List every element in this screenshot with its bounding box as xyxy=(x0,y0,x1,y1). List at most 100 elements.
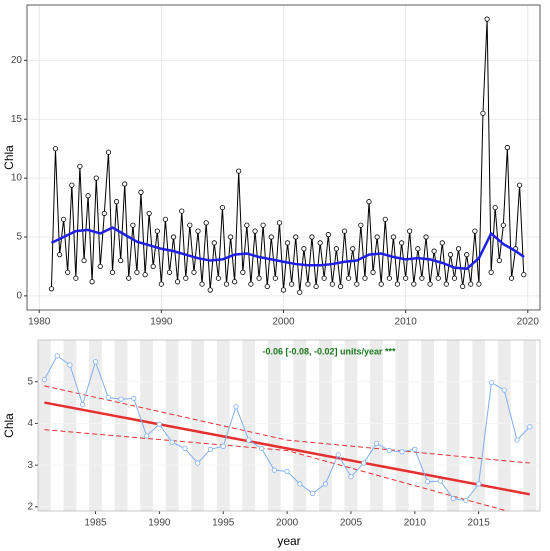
x-tick-label: 2005 xyxy=(340,518,363,529)
stripe xyxy=(89,340,102,511)
data-point xyxy=(366,199,372,205)
data-point xyxy=(54,353,60,359)
stripe xyxy=(370,340,383,511)
data-point xyxy=(228,234,234,240)
data-point xyxy=(223,281,230,287)
data-point xyxy=(258,445,265,452)
x-tick-label: 2000 xyxy=(276,518,299,529)
data-point xyxy=(464,252,470,258)
stripe xyxy=(472,340,486,511)
data-point xyxy=(358,222,364,228)
x-tick-label: 2020 xyxy=(517,317,540,328)
data-point xyxy=(240,269,246,275)
data-point xyxy=(431,248,437,254)
y-tick-label: 5 xyxy=(16,232,22,243)
data-point xyxy=(399,449,405,455)
data-point xyxy=(170,234,177,240)
annotation: -0.06 [-0.08, -0.02] units/year *** xyxy=(262,346,396,356)
y-tick-label: 2 xyxy=(27,501,33,512)
data-point xyxy=(246,437,252,443)
data-point xyxy=(305,281,311,287)
stripe xyxy=(63,340,77,511)
data-point xyxy=(373,440,380,447)
data-point xyxy=(126,275,132,281)
data-point xyxy=(321,275,327,281)
data-point xyxy=(48,286,55,292)
data-point xyxy=(169,439,175,445)
data-point xyxy=(521,272,527,278)
data-point xyxy=(207,446,214,452)
data-point xyxy=(232,279,238,285)
data-point xyxy=(411,281,417,287)
data-point xyxy=(333,246,339,252)
data-point xyxy=(378,281,384,287)
x-tick-label: 2000 xyxy=(272,317,295,328)
data-point xyxy=(156,421,162,427)
plot-border xyxy=(26,4,541,311)
data-point xyxy=(337,283,344,290)
data-point xyxy=(435,275,441,281)
data-point xyxy=(322,481,329,487)
data-point xyxy=(142,272,148,278)
data-point xyxy=(407,228,413,234)
data-point xyxy=(293,234,299,240)
data-point xyxy=(455,246,462,252)
data-point xyxy=(284,468,290,474)
data-point xyxy=(488,269,494,275)
data-point xyxy=(57,252,63,258)
data-point xyxy=(97,263,103,270)
y-tick-label: 4 xyxy=(27,418,33,429)
data-point xyxy=(460,283,466,290)
data-point xyxy=(329,281,335,287)
data-point xyxy=(77,163,83,169)
data-point xyxy=(89,279,95,285)
stripe xyxy=(140,340,153,511)
data-point xyxy=(488,379,495,386)
x-axis-label: year xyxy=(277,534,300,548)
data-point xyxy=(484,16,490,22)
data-point xyxy=(517,182,523,188)
data-point xyxy=(215,275,221,281)
x-tick-label: 1990 xyxy=(148,518,171,529)
data-point xyxy=(271,467,277,473)
data-point xyxy=(52,146,59,152)
data-point xyxy=(386,447,392,454)
data-point xyxy=(175,279,181,285)
data-point xyxy=(131,395,137,401)
data-point xyxy=(335,452,341,458)
data-point xyxy=(289,281,295,287)
data-point xyxy=(297,289,303,295)
data-point xyxy=(61,216,67,222)
data-point xyxy=(260,222,266,228)
data-point xyxy=(150,263,156,270)
series-line xyxy=(50,226,525,271)
plot-border xyxy=(37,339,541,512)
y-tick-label: 5 xyxy=(27,376,33,387)
data-point xyxy=(374,234,380,240)
data-point xyxy=(233,404,239,410)
stripe xyxy=(267,340,281,511)
data-point xyxy=(81,257,87,264)
data-point xyxy=(423,234,429,240)
stripe xyxy=(293,340,307,511)
y-tick-label: 20 xyxy=(11,55,23,66)
data-point xyxy=(105,149,112,155)
data-point xyxy=(134,269,140,275)
data-point xyxy=(65,269,71,275)
data-point xyxy=(370,269,376,275)
stripe xyxy=(319,340,332,511)
data-point xyxy=(80,402,86,408)
data-point xyxy=(113,199,120,205)
data-point xyxy=(527,424,533,430)
data-point xyxy=(166,269,173,275)
data-point xyxy=(67,362,73,368)
data-point xyxy=(362,275,368,281)
stripe xyxy=(114,340,128,511)
data-point xyxy=(138,189,144,195)
data-point xyxy=(195,228,201,234)
data-point xyxy=(313,283,319,290)
data-point xyxy=(424,479,431,485)
data-point xyxy=(504,144,510,151)
data-point xyxy=(301,246,307,252)
